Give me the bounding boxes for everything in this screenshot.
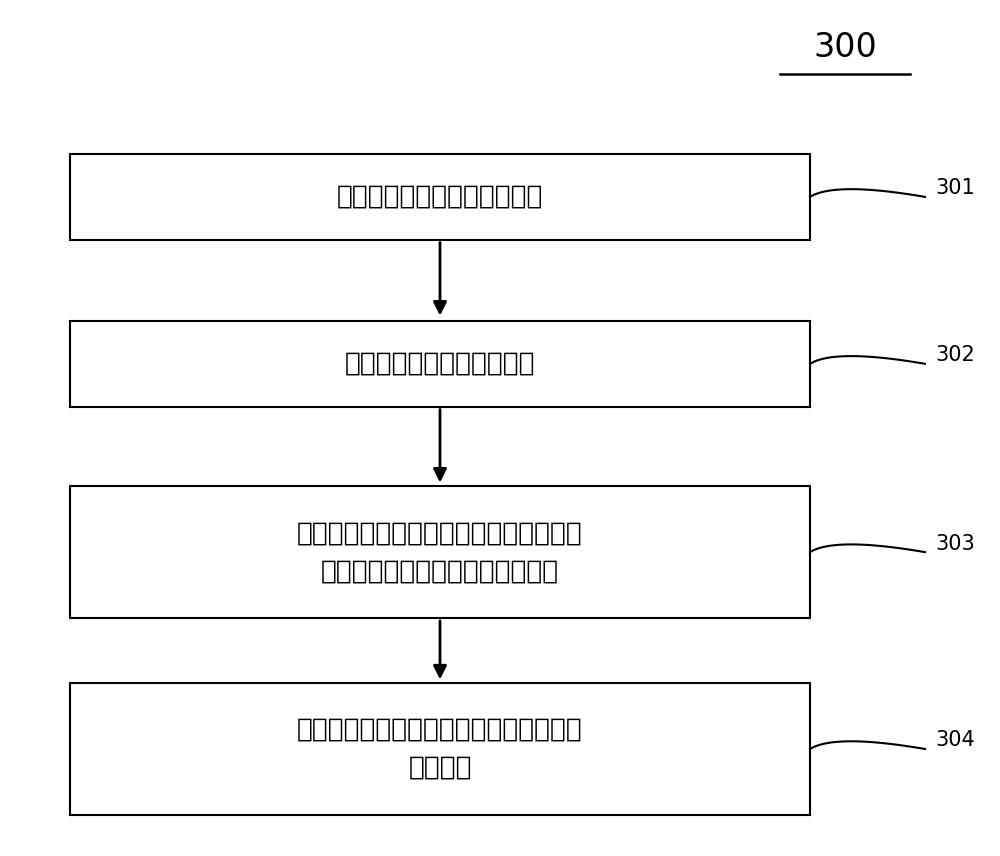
FancyBboxPatch shape	[70, 154, 810, 240]
FancyBboxPatch shape	[70, 486, 810, 619]
Text: 304: 304	[935, 730, 975, 751]
Text: 在地标图案与目标图案匹配时，在地标图
案处降落: 在地标图案与目标图案匹配时，在地标图 案处降落	[297, 717, 583, 781]
Text: 300: 300	[813, 31, 877, 63]
Text: 301: 301	[935, 178, 975, 199]
Text: 实时采集地面中的地标图案: 实时采集地面中的地标图案	[345, 351, 535, 377]
Text: 接收调度中心发送的加密信息: 接收调度中心发送的加密信息	[337, 184, 543, 210]
Text: 基于加密信息，确定地标图案是否与指定
的地标装置所显示的目标图案匹配: 基于加密信息，确定地标图案是否与指定 的地标装置所显示的目标图案匹配	[297, 520, 583, 584]
Text: 303: 303	[935, 533, 975, 554]
FancyBboxPatch shape	[70, 683, 810, 815]
FancyBboxPatch shape	[70, 321, 810, 407]
Text: 302: 302	[935, 345, 975, 366]
